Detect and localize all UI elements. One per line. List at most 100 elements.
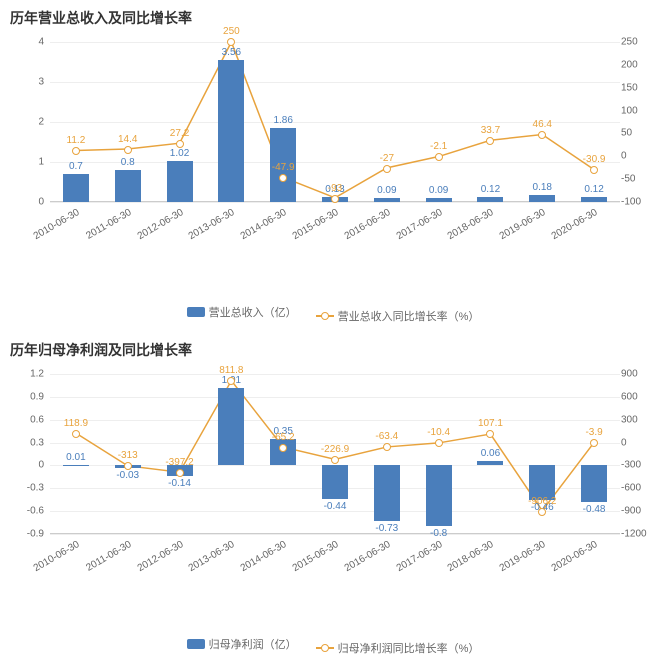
line-marker bbox=[72, 430, 80, 438]
bar-label: 1.86 bbox=[273, 115, 292, 126]
y-left-tick: 0 bbox=[10, 197, 48, 208]
y-right-tick: 0 bbox=[617, 437, 655, 448]
bar-label: 0.12 bbox=[481, 184, 500, 195]
chart1-y-axis-right: -100-50050100150200250 bbox=[617, 42, 655, 202]
bar bbox=[374, 465, 400, 521]
bar bbox=[218, 60, 244, 202]
line-marker bbox=[590, 166, 598, 174]
line-marker bbox=[124, 146, 132, 154]
chart1-y-axis-left: 01234 bbox=[10, 42, 48, 202]
y-left-tick: 0 bbox=[10, 460, 48, 471]
bar-label: 0.18 bbox=[533, 182, 552, 193]
line-marker bbox=[124, 462, 132, 470]
bar-label: -0.14 bbox=[168, 478, 191, 489]
bar-label: 0.01 bbox=[66, 452, 85, 463]
line-label: -27 bbox=[380, 153, 394, 164]
bar bbox=[426, 198, 452, 202]
line-marker bbox=[279, 174, 287, 182]
line-marker bbox=[227, 377, 235, 385]
chart1-x-labels: 2010-06-302011-06-302012-06-302013-06-30… bbox=[50, 207, 620, 247]
y-right-tick: 900 bbox=[617, 369, 655, 380]
line-label: -397.2 bbox=[165, 457, 193, 468]
line-marker bbox=[331, 456, 339, 464]
line-label: 14.4 bbox=[118, 134, 137, 145]
chart1-legend-line: 营业总收入同比增长率（%） bbox=[316, 308, 480, 324]
line-label: 107.1 bbox=[478, 418, 503, 429]
bar-label: -0.48 bbox=[583, 504, 606, 515]
line-label: 33.7 bbox=[481, 125, 500, 136]
line-marker bbox=[538, 131, 546, 139]
y-right-tick: 0 bbox=[617, 151, 655, 162]
chart1-legend-bar: 营业总收入（亿） bbox=[187, 304, 297, 320]
y-right-tick: -50 bbox=[617, 174, 655, 185]
bar-swatch-icon bbox=[187, 639, 205, 649]
chart1-legend: 营业总收入（亿） 营业总收入同比增长率（%） bbox=[10, 262, 656, 324]
y-right-tick: 200 bbox=[617, 59, 655, 70]
line-label: 11.2 bbox=[67, 135, 86, 146]
line-marker bbox=[435, 439, 443, 447]
bar bbox=[218, 388, 244, 465]
line-label: -10.4 bbox=[427, 427, 450, 438]
line-label: 811.8 bbox=[219, 365, 243, 376]
line-marker bbox=[72, 147, 80, 155]
y-right-tick: 250 bbox=[617, 37, 655, 48]
bar bbox=[63, 465, 89, 466]
line-label: 250 bbox=[223, 26, 240, 37]
bar bbox=[477, 197, 503, 202]
bar bbox=[426, 465, 452, 526]
chart2-legend-line-label: 归母净利润同比增长率（%） bbox=[338, 640, 480, 656]
chart2-plot: 0.01-0.03-0.141.010.35-0.44-0.73-0.80.06… bbox=[50, 374, 620, 534]
y-left-tick: 2 bbox=[10, 117, 48, 128]
y-left-tick: 0.3 bbox=[10, 437, 48, 448]
y-left-tick: -0.9 bbox=[10, 529, 48, 540]
bar-label: 0.12 bbox=[584, 184, 603, 195]
line-marker bbox=[176, 469, 184, 477]
line-marker bbox=[590, 439, 598, 447]
bar bbox=[529, 195, 555, 202]
chart1-plot: 0.70.81.023.561.860.130.090.090.120.180.… bbox=[50, 42, 620, 202]
line-label: 46.4 bbox=[533, 119, 552, 130]
y-right-tick: -300 bbox=[617, 460, 655, 471]
bar bbox=[581, 197, 607, 202]
chart2-area: -0.9-0.6-0.300.30.60.91.2 -1200-900-600-… bbox=[10, 364, 655, 594]
bar-label: -0.03 bbox=[116, 470, 139, 481]
y-left-tick: 3 bbox=[10, 77, 48, 88]
line-label: -65.2 bbox=[272, 432, 295, 443]
chart2-x-labels: 2010-06-302011-06-302012-06-302013-06-30… bbox=[50, 539, 620, 579]
y-left-tick: -0.3 bbox=[10, 483, 48, 494]
y-right-tick: -100 bbox=[617, 197, 655, 208]
chart1-legend-line-label: 营业总收入同比增长率（%） bbox=[338, 308, 480, 324]
line-swatch-icon bbox=[316, 315, 334, 317]
line-marker bbox=[331, 195, 339, 203]
bar-label: 0.06 bbox=[481, 448, 500, 459]
y-right-tick: 100 bbox=[617, 105, 655, 116]
y-right-tick: 50 bbox=[617, 128, 655, 139]
line-marker bbox=[435, 153, 443, 161]
line-marker bbox=[279, 444, 287, 452]
line-label: -226.9 bbox=[321, 444, 349, 455]
y-left-tick: 0.9 bbox=[10, 391, 48, 402]
grid-line bbox=[50, 534, 620, 535]
chart2-legend-bar-label: 归母净利润（亿） bbox=[209, 636, 297, 652]
bar-label: -0.73 bbox=[375, 523, 398, 534]
bar bbox=[581, 465, 607, 502]
bar bbox=[477, 461, 503, 466]
chart2-title: 历年归母净利润及同比增长率 bbox=[10, 340, 656, 360]
y-right-tick: -600 bbox=[617, 483, 655, 494]
chart1-container: 历年营业总收入及同比增长率 01234 -100-500501001502002… bbox=[0, 0, 666, 332]
bar-swatch-icon bbox=[187, 307, 205, 317]
y-right-tick: 600 bbox=[617, 391, 655, 402]
line-label: 27.2 bbox=[170, 128, 189, 139]
chart1-area: 01234 -100-50050100150200250 0.70.81.023… bbox=[10, 32, 655, 262]
bar bbox=[63, 174, 89, 202]
line-label: -2.1 bbox=[430, 141, 447, 152]
bar bbox=[322, 465, 348, 499]
chart2-container: 历年归母净利润及同比增长率 -0.9-0.6-0.300.30.60.91.2 … bbox=[0, 332, 666, 664]
line-label: -30.9 bbox=[583, 154, 606, 165]
chart2-legend: 归母净利润（亿） 归母净利润同比增长率（%） bbox=[10, 594, 656, 656]
line-label: -313 bbox=[118, 450, 138, 461]
chart1-title: 历年营业总收入及同比增长率 bbox=[10, 8, 656, 28]
bar-label: 0.09 bbox=[429, 185, 448, 196]
bar-label: -0.44 bbox=[324, 501, 347, 512]
chart2-y-axis-left: -0.9-0.6-0.300.30.60.91.2 bbox=[10, 374, 48, 534]
